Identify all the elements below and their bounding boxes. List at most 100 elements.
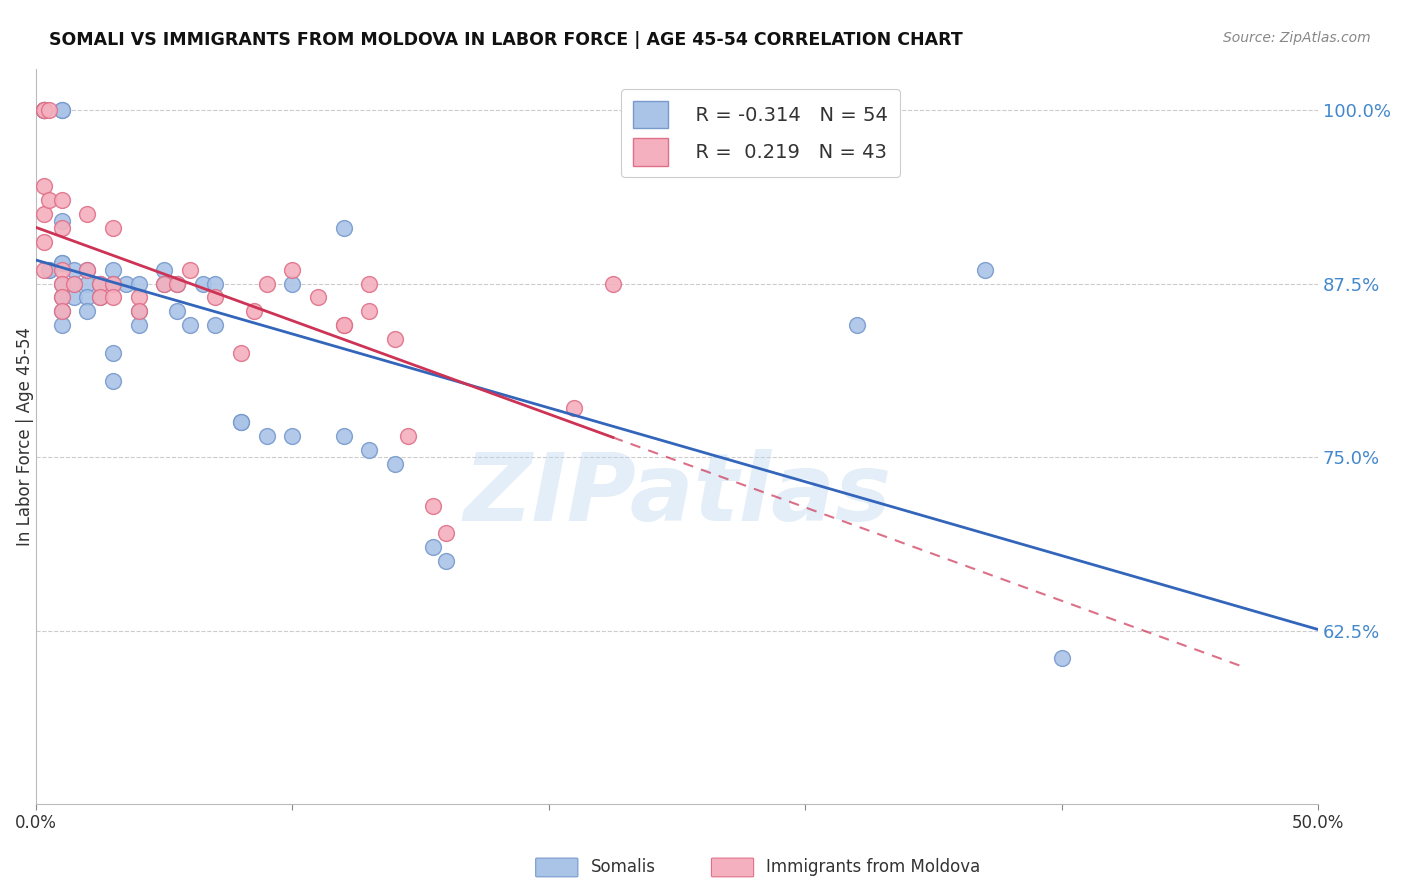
Point [229, 416, 252, 430]
Point [51, 256, 73, 270]
Point [332, 318, 354, 333]
Text: Source: ZipAtlas.com: Source: ZipAtlas.com [1223, 31, 1371, 45]
Point [281, 277, 304, 291]
Point [153, 277, 176, 291]
Point [51, 194, 73, 208]
Point [101, 374, 124, 388]
Point [38, 103, 60, 117]
Point [204, 318, 226, 333]
Point [32, 103, 55, 117]
Point [101, 291, 124, 305]
Point [76, 277, 98, 291]
Point [153, 262, 176, 277]
Point [101, 277, 124, 291]
Point [243, 304, 266, 318]
Point [973, 262, 995, 277]
Point [76, 262, 98, 277]
Point [51, 262, 73, 277]
Point [63, 277, 86, 291]
Point [32, 103, 55, 117]
Point [332, 221, 354, 235]
Point [89, 291, 111, 305]
Point [76, 262, 98, 277]
Point [332, 318, 354, 333]
Point [89, 291, 111, 305]
Point [384, 332, 406, 346]
Point [422, 541, 444, 555]
Point [51, 256, 73, 270]
Point [281, 429, 304, 443]
Point [101, 262, 124, 277]
Point [32, 103, 55, 117]
Point [101, 346, 124, 360]
Point [32, 179, 55, 194]
Point [38, 262, 60, 277]
Point [32, 103, 55, 117]
Text: SOMALI VS IMMIGRANTS FROM MOLDOVA IN LABOR FORCE | AGE 45-54 CORRELATION CHART: SOMALI VS IMMIGRANTS FROM MOLDOVA IN LAB… [49, 31, 963, 49]
Point [51, 291, 73, 305]
Point [359, 304, 381, 318]
Point [32, 207, 55, 221]
Point [51, 103, 73, 117]
Text: Somalis: Somalis [591, 858, 655, 876]
Point [128, 291, 150, 305]
Point [51, 277, 73, 291]
Point [32, 235, 55, 249]
Point [359, 443, 381, 458]
Text: ZIPatlas: ZIPatlas [463, 449, 891, 541]
Point [166, 304, 188, 318]
Point [307, 291, 329, 305]
Point [114, 277, 136, 291]
Point [51, 291, 73, 305]
Point [128, 277, 150, 291]
Point [101, 221, 124, 235]
Point [76, 207, 98, 221]
Point [51, 318, 73, 333]
Point [89, 277, 111, 291]
Point [89, 277, 111, 291]
Point [76, 304, 98, 318]
Point [396, 429, 419, 443]
Legend:   R = -0.314   N = 54,   R =  0.219   N = 43: R = -0.314 N = 54, R = 0.219 N = 43 [621, 89, 900, 178]
Point [32, 103, 55, 117]
Point [229, 416, 252, 430]
Point [845, 318, 868, 333]
Y-axis label: In Labor Force | Age 45-54: In Labor Force | Age 45-54 [15, 326, 34, 546]
Point [38, 262, 60, 277]
Point [256, 277, 278, 291]
Point [179, 262, 201, 277]
Point [128, 304, 150, 318]
Point [51, 103, 73, 117]
Point [128, 318, 150, 333]
Point [204, 291, 226, 305]
Point [32, 103, 55, 117]
Point [204, 277, 226, 291]
Point [51, 304, 73, 318]
Point [191, 277, 214, 291]
Text: Immigrants from Moldova: Immigrants from Moldova [766, 858, 980, 876]
Point [564, 401, 586, 416]
Point [359, 277, 381, 291]
Point [51, 221, 73, 235]
Point [153, 277, 176, 291]
Point [332, 429, 354, 443]
Point [32, 262, 55, 277]
Point [76, 291, 98, 305]
Point [38, 194, 60, 208]
Point [281, 262, 304, 277]
Point [256, 429, 278, 443]
Point [63, 277, 86, 291]
Point [166, 277, 188, 291]
Point [384, 457, 406, 471]
Point [1050, 651, 1073, 665]
Point [128, 304, 150, 318]
Point [434, 554, 457, 568]
Point [166, 277, 188, 291]
Point [434, 526, 457, 541]
Point [51, 214, 73, 228]
Point [51, 277, 73, 291]
Point [602, 277, 624, 291]
Point [101, 277, 124, 291]
Point [63, 262, 86, 277]
Point [179, 318, 201, 333]
